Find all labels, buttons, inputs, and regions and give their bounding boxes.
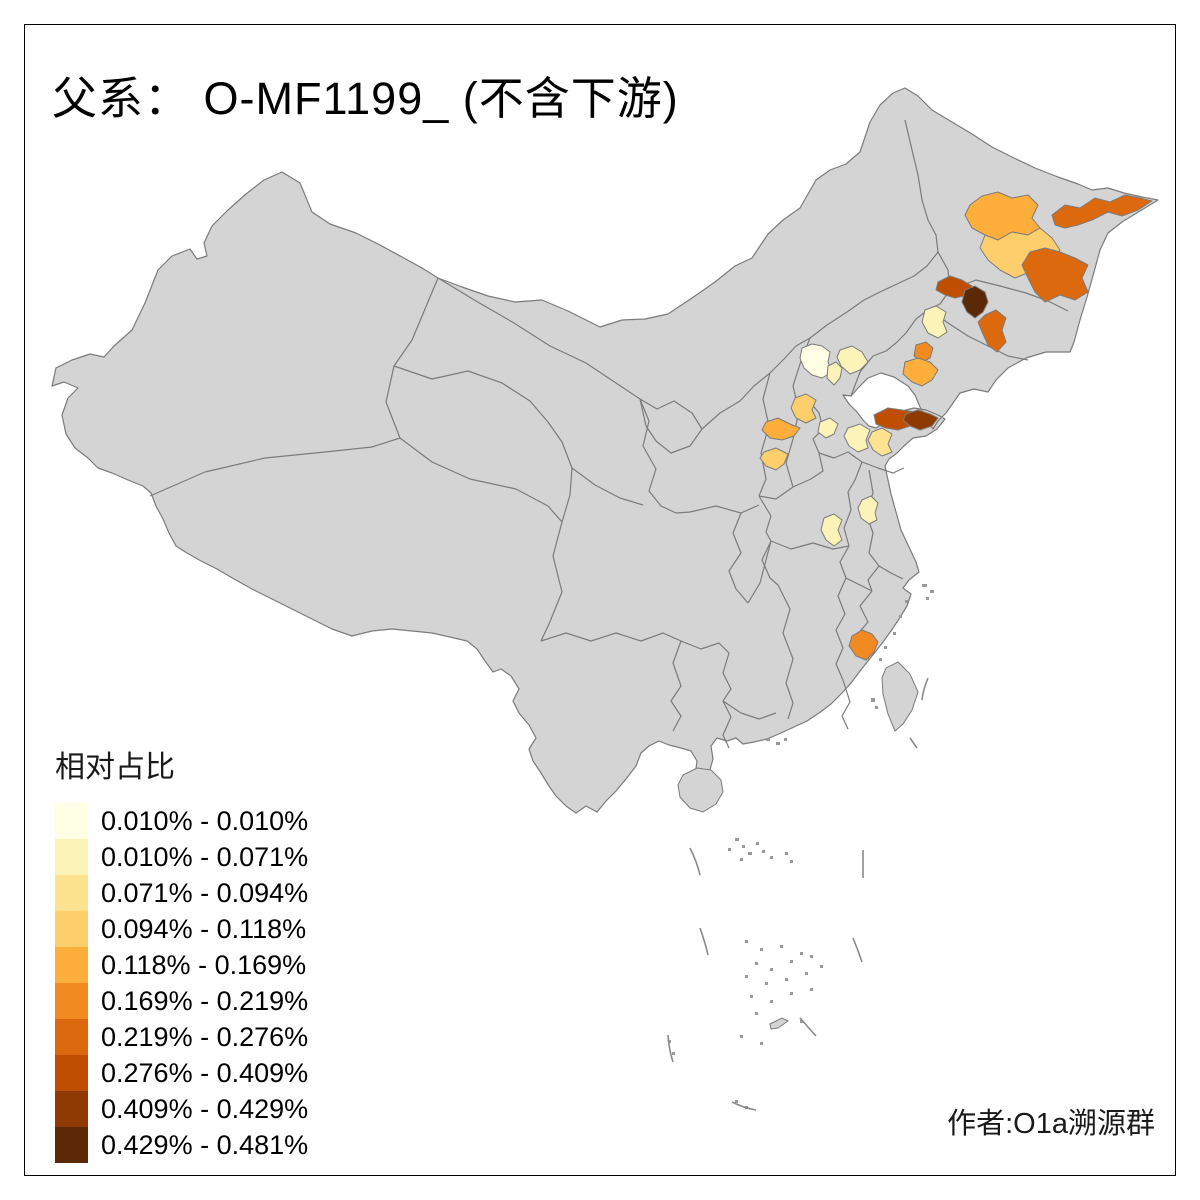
legend-row: 0.118% - 0.169% [55, 947, 308, 983]
legend-swatch-9 [55, 1091, 88, 1127]
region-hebei-southwest [790, 393, 817, 424]
legend-row: 0.219% - 0.276% [55, 1019, 308, 1055]
legend-swatch-10 [55, 1127, 88, 1163]
region-liaoning-central [913, 341, 934, 363]
legend-swatch-6 [55, 983, 88, 1019]
legend-row: 0.094% - 0.118% [55, 911, 308, 947]
region-shandong-middle [843, 423, 871, 453]
region-liaoning-east [921, 305, 948, 339]
coastal-islands [766, 584, 934, 745]
legend-row: 0.010% - 0.071% [55, 839, 308, 875]
region-jilin-central [961, 285, 989, 319]
region-liaoning-south [902, 357, 939, 387]
region-fujian-coastal [848, 629, 879, 661]
legend-label-2: 0.010% - 0.071% [101, 841, 309, 872]
legend-swatch-4 [55, 911, 88, 947]
attribution: 作者:O1a溯源群 [947, 1108, 1155, 1140]
region-anhui-northeast [857, 495, 879, 525]
legend-swatch-1 [55, 803, 88, 839]
legend-label-6: 0.169% - 0.219% [101, 985, 309, 1016]
plot-frame [24, 24, 1176, 1176]
region-shandong-west [817, 417, 839, 439]
mainland-china [51, 87, 1159, 814]
legend-title: 相对占比 [55, 751, 175, 784]
legend-swatch-8 [55, 1055, 88, 1091]
legend-row: 0.169% - 0.219% [55, 983, 308, 1019]
region-shandong-weihai [902, 409, 939, 431]
legend-label-9: 0.409% - 0.429% [101, 1093, 309, 1124]
legend-swatch-2 [55, 839, 88, 875]
legend-row: 0.010% - 0.010% [55, 803, 308, 839]
legend-swatch-3 [55, 875, 88, 911]
legend-label-10: 0.429% - 0.481% [101, 1129, 309, 1160]
nine-dash-lines [667, 677, 929, 1111]
map-title: 父系： O-MF1199_ (不含下游) [52, 73, 679, 124]
region-tianjin [826, 361, 843, 386]
colored-regions [759, 191, 1153, 661]
region-jilin-southeast [977, 309, 1007, 353]
region-heilongjiang-southeast [1021, 247, 1089, 303]
legend-label-1: 0.010% - 0.010% [101, 805, 309, 836]
region-shanxi-central [761, 417, 801, 441]
legend-label-4: 0.094% - 0.118% [101, 913, 307, 944]
south-china-sea-islands [668, 838, 823, 1109]
region-heilongjiang-northeast [1051, 194, 1153, 229]
taiwan-island [881, 661, 919, 732]
legend-label-3: 0.071% - 0.094% [101, 877, 309, 908]
legend-swatch-5 [55, 947, 88, 983]
region-shanxi-south [759, 447, 789, 471]
region-hebei-northeast [836, 345, 869, 375]
legend-row: 0.276% - 0.409% [55, 1055, 308, 1091]
legend-row: 0.429% - 0.481% [55, 1127, 308, 1163]
hainan-island [677, 767, 724, 813]
legend-label-8: 0.276% - 0.409% [101, 1057, 309, 1088]
region-shandong-south [867, 427, 893, 457]
legend-swatch-7 [55, 1019, 88, 1055]
legend-row: 0.409% - 0.429% [55, 1091, 308, 1127]
region-anhui-central [820, 513, 843, 547]
legend-label-5: 0.118% - 0.169% [101, 949, 307, 980]
legend-label-7: 0.219% - 0.276% [101, 1021, 309, 1052]
legend-row: 0.071% - 0.094% [55, 875, 308, 911]
legend: 相对占比 0.010% - 0.010% 0.010% - 0.071% 0.0… [55, 742, 308, 1163]
